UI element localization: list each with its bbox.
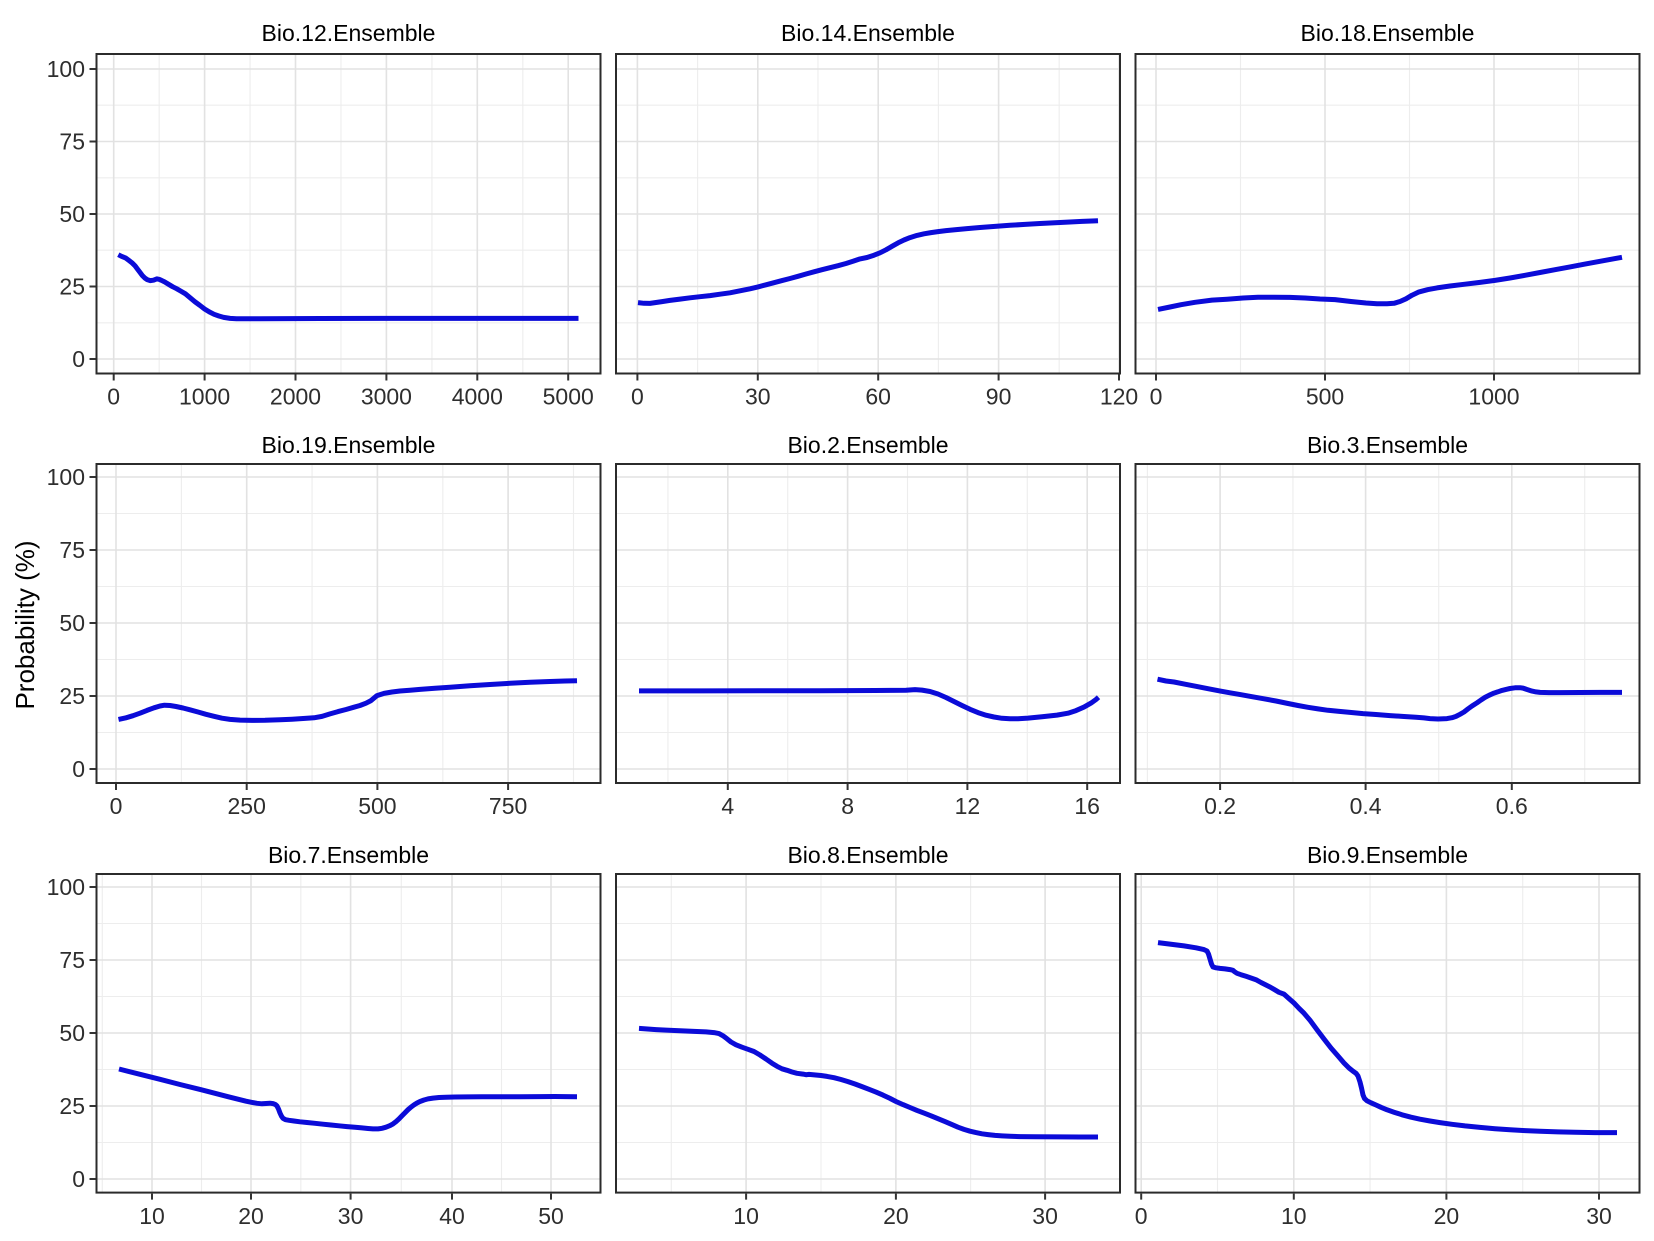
svg-text:50: 50 xyxy=(59,201,85,227)
svg-text:0: 0 xyxy=(72,1166,85,1192)
svg-text:Bio.19.Ensemble: Bio.19.Ensemble xyxy=(262,432,436,458)
svg-text:Bio.14.Ensemble: Bio.14.Ensemble xyxy=(781,20,955,46)
svg-text:1000: 1000 xyxy=(1468,384,1519,410)
svg-text:30: 30 xyxy=(1586,1203,1612,1229)
svg-text:4: 4 xyxy=(721,793,734,819)
svg-text:25: 25 xyxy=(59,1093,85,1119)
svg-text:0: 0 xyxy=(1150,384,1163,410)
svg-text:0: 0 xyxy=(72,756,85,782)
svg-text:25: 25 xyxy=(59,274,85,300)
svg-text:30: 30 xyxy=(745,384,771,410)
svg-text:0: 0 xyxy=(110,793,123,819)
svg-text:25: 25 xyxy=(59,683,85,709)
svg-text:8: 8 xyxy=(841,793,854,819)
svg-text:60: 60 xyxy=(865,384,891,410)
svg-text:750: 750 xyxy=(489,793,527,819)
svg-text:1000: 1000 xyxy=(179,384,230,410)
svg-text:50: 50 xyxy=(538,1203,564,1229)
svg-text:Bio.12.Ensemble: Bio.12.Ensemble xyxy=(262,20,436,46)
svg-text:40: 40 xyxy=(439,1203,465,1229)
svg-text:75: 75 xyxy=(59,129,85,155)
svg-text:Bio.7.Ensemble: Bio.7.Ensemble xyxy=(268,842,429,868)
svg-text:75: 75 xyxy=(59,537,85,563)
svg-text:16: 16 xyxy=(1074,793,1100,819)
svg-text:Bio.8.Ensemble: Bio.8.Ensemble xyxy=(787,842,948,868)
svg-text:250: 250 xyxy=(228,793,266,819)
svg-text:20: 20 xyxy=(1434,1203,1460,1229)
svg-text:12: 12 xyxy=(955,793,981,819)
svg-text:500: 500 xyxy=(1306,384,1344,410)
svg-text:Bio.18.Ensemble: Bio.18.Ensemble xyxy=(1301,20,1475,46)
svg-text:0.2: 0.2 xyxy=(1204,793,1236,819)
svg-text:10: 10 xyxy=(733,1203,759,1229)
svg-text:2000: 2000 xyxy=(270,384,321,410)
svg-text:50: 50 xyxy=(59,1020,85,1046)
svg-text:3000: 3000 xyxy=(361,384,412,410)
svg-text:0: 0 xyxy=(107,384,120,410)
svg-text:50: 50 xyxy=(59,610,85,636)
svg-text:90: 90 xyxy=(986,384,1012,410)
svg-text:120: 120 xyxy=(1100,384,1138,410)
svg-text:30: 30 xyxy=(1032,1203,1058,1229)
svg-text:20: 20 xyxy=(883,1203,909,1229)
svg-text:0: 0 xyxy=(631,384,644,410)
svg-text:75: 75 xyxy=(59,947,85,973)
svg-text:Bio.2.Ensemble: Bio.2.Ensemble xyxy=(787,432,948,458)
svg-text:0.6: 0.6 xyxy=(1496,793,1528,819)
svg-text:30: 30 xyxy=(338,1203,364,1229)
svg-text:Bio.3.Ensemble: Bio.3.Ensemble xyxy=(1307,432,1468,458)
svg-text:100: 100 xyxy=(47,56,85,82)
svg-text:100: 100 xyxy=(47,874,85,900)
svg-text:10: 10 xyxy=(1281,1203,1307,1229)
svg-text:0: 0 xyxy=(72,346,85,372)
svg-text:0.4: 0.4 xyxy=(1350,793,1382,819)
svg-text:Probability (%): Probability (%) xyxy=(10,540,40,709)
svg-text:20: 20 xyxy=(238,1203,264,1229)
svg-text:0: 0 xyxy=(1135,1203,1148,1229)
svg-text:10: 10 xyxy=(139,1203,165,1229)
svg-text:500: 500 xyxy=(358,793,396,819)
svg-text:4000: 4000 xyxy=(452,384,503,410)
svg-text:100: 100 xyxy=(47,464,85,490)
svg-text:Bio.9.Ensemble: Bio.9.Ensemble xyxy=(1307,842,1468,868)
svg-text:5000: 5000 xyxy=(543,384,594,410)
